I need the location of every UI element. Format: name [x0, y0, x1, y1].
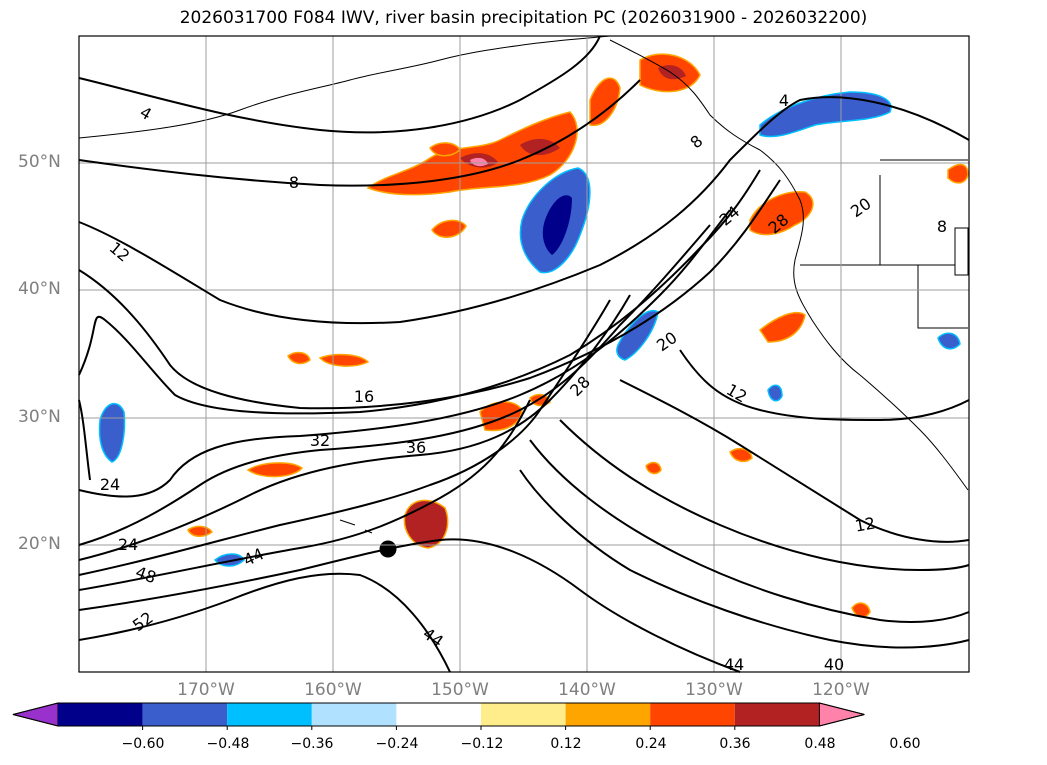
contour-label: 44 — [724, 655, 744, 674]
iwv-contours — [78, 35, 970, 673]
contour-label: 8 — [289, 173, 299, 192]
colorbar-tick-label: 0.24 — [635, 736, 667, 752]
colorbar-extend-low — [12, 702, 59, 727]
contour-label: 36 — [406, 438, 426, 457]
colorbar-swatch — [58, 703, 143, 726]
lat-tick-label: 20°N — [18, 534, 61, 554]
lon-tick-label: 120°W — [812, 680, 870, 700]
contour-label: 32 — [310, 431, 330, 450]
contour-label: 24 — [118, 535, 138, 554]
contour-label: 40 — [824, 655, 844, 674]
colorbar-tick-label: 0.12 — [550, 736, 582, 752]
colorbar-tick-label: −0.12 — [460, 736, 504, 752]
lat-tick-label: 30°N — [18, 407, 61, 427]
colorbar-swatch — [142, 703, 228, 726]
lon-tick-label: 170°W — [177, 680, 235, 700]
contour-label: 8 — [937, 217, 947, 236]
colorbar-swatch — [481, 703, 566, 726]
colorbar-outline — [12, 702, 865, 727]
colorbar-swatch — [227, 703, 312, 726]
colorbar-swatch — [396, 703, 481, 726]
lon-tick-label: 160°W — [304, 680, 362, 700]
colorbar-tick-label: 0.36 — [719, 736, 751, 752]
lat-tick-label: 50°N — [18, 152, 61, 172]
map-frame — [78, 35, 970, 673]
colorbar-swatch — [650, 703, 735, 726]
contour-label: 16 — [354, 387, 374, 406]
colorbar — [12, 702, 865, 730]
colorbar-tick-label: 0.48 — [804, 736, 836, 752]
colorbar-tick-label: −0.48 — [206, 736, 250, 752]
colorbar-tick-label: −0.24 — [375, 736, 419, 752]
contour-label: 4 — [779, 91, 789, 110]
map-title: 2026031700 F084 IWV, river basin precipi… — [179, 8, 868, 28]
map-panel: 4 4 8 8 8 12 12 12 16 20 20 24 24 24 28 … — [78, 35, 970, 674]
colorbar-swatch — [311, 703, 397, 726]
colorbar-tick-label: −0.36 — [290, 736, 334, 752]
lon-tick-label: 150°W — [431, 680, 489, 700]
colorbar-tick-label: −0.60 — [121, 736, 165, 752]
contour-label: 24 — [100, 475, 120, 494]
lat-tick-label: 40°N — [18, 279, 61, 299]
colorbar-swatch — [734, 703, 820, 726]
lon-tick-label: 130°W — [685, 680, 743, 700]
colorbar-tick-label: 0.60 — [889, 736, 921, 752]
lon-tick-label: 140°W — [558, 680, 616, 700]
contour-label: 12 — [853, 513, 876, 535]
colorbar-extend-high — [818, 702, 865, 727]
colorbar-swatch — [565, 703, 651, 726]
